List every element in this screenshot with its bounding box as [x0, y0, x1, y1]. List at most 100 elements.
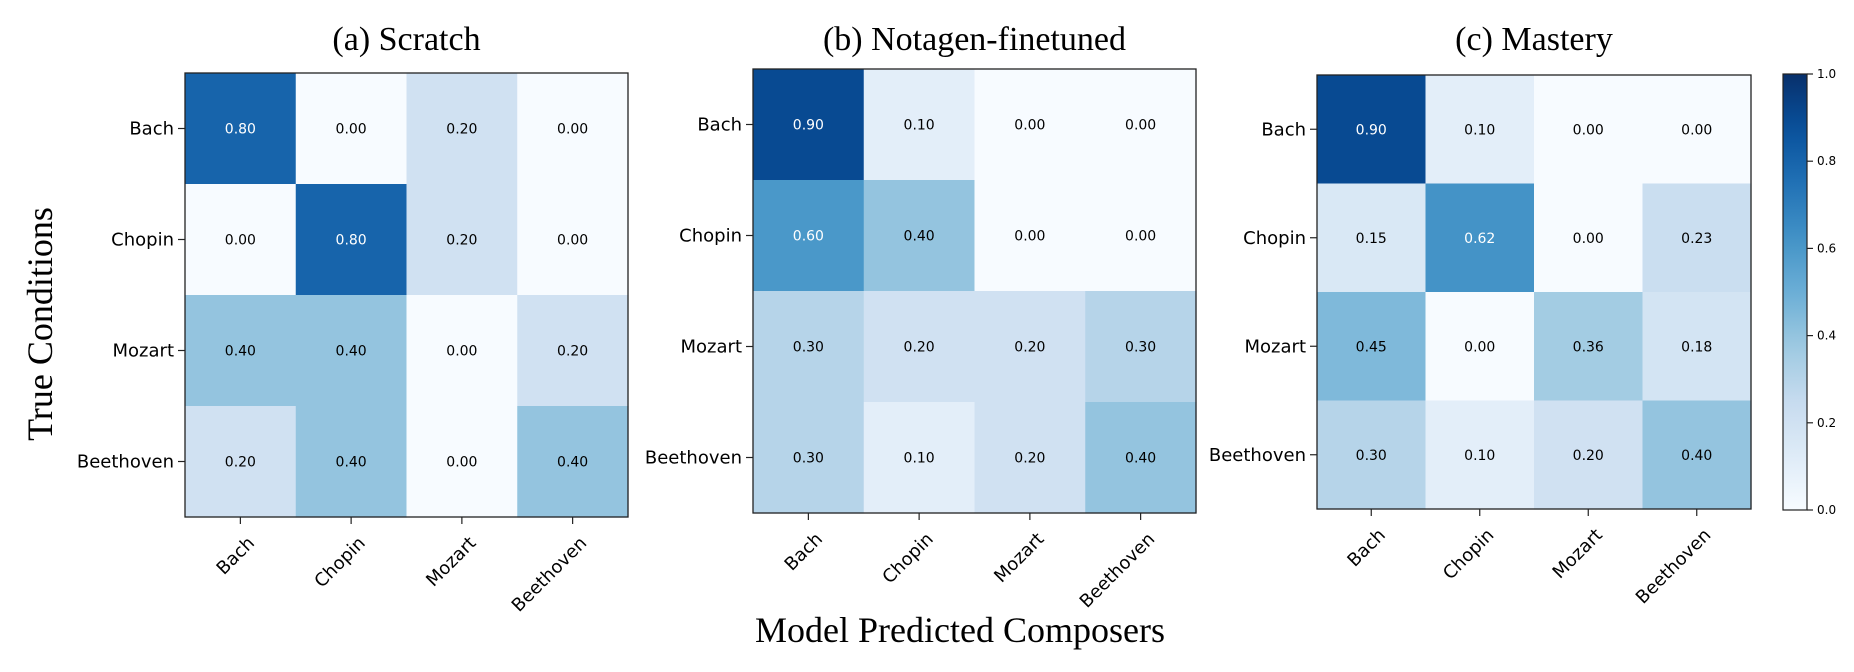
heatmap-cell	[295, 406, 408, 518]
x-tick-label: Mozart	[422, 533, 480, 591]
cell-value-label: 0.20	[446, 122, 477, 138]
cell-value-label: 0.10	[1464, 448, 1495, 464]
heatmap-cell	[1425, 292, 1535, 402]
cell-value-label: 0.23	[1681, 231, 1712, 247]
heatmap-panel: (c) Mastery 0.90 0.10 0.00 0.00 0.15 0.62 0.00 0…	[1209, 21, 1752, 608]
heatmap-cell	[295, 73, 408, 185]
heatmap-cell	[1085, 69, 1197, 181]
cell-value-label: 0.00	[446, 455, 477, 471]
heatmap-cell	[1425, 183, 1535, 293]
heatmap-cell	[406, 73, 518, 185]
y-tick-label: Bach	[1261, 119, 1306, 140]
x-tick-label: Beethoven	[1076, 529, 1160, 613]
cell-value-label: 0.00	[557, 122, 588, 138]
y-tick-label: Beethoven	[645, 448, 742, 469]
heatmap-cell	[1534, 400, 1644, 510]
heatmap-panel: (b) Notagen-finetuned 0.90 0.10 0.00 0.00 0.6…	[645, 21, 1197, 612]
heatmap-cell	[1085, 180, 1197, 292]
y-tick-label: Chopin	[1243, 228, 1306, 249]
colorbar-tick-label: 0.4	[1817, 329, 1836, 343]
x-tick-label: Bach	[781, 529, 827, 575]
cell-value-label: 0.00	[1681, 122, 1712, 138]
cell-value-label: 0.00	[1125, 229, 1156, 245]
x-tick-label: Mozart	[990, 529, 1048, 587]
cell-value-label: 0.40	[336, 344, 367, 360]
x-tick-label: Beethoven	[1632, 525, 1716, 609]
cell-value-label: 0.40	[336, 455, 367, 471]
x-tick-label: Chopin	[1439, 525, 1498, 584]
heatmap-cell	[753, 180, 865, 292]
x-tick-label: Beethoven	[508, 533, 592, 617]
heatmap-cell	[185, 184, 297, 296]
cell-value-label: 0.62	[1464, 231, 1495, 247]
heatmap-cell	[185, 406, 297, 518]
heatmap-cell	[974, 402, 1086, 514]
heatmap-cell	[974, 69, 1086, 181]
y-tick-label: Chopin	[679, 226, 742, 247]
cell-value-label: 0.40	[225, 344, 256, 360]
colorbar-tick-label: 0.0	[1817, 503, 1836, 517]
panel-title: (b) Notagen-finetuned	[823, 21, 1126, 58]
y-tick-label: Bach	[697, 115, 742, 136]
heatmap-panels: (a) Scratch 0.80 0.00 0.20 0.00 0.00 0.80 0.20 0…	[77, 21, 1752, 616]
heatmap-cell	[1642, 183, 1752, 293]
heatmap-cell	[863, 402, 976, 514]
y-tick-label: Mozart	[681, 337, 742, 358]
heatmap-cell	[863, 69, 976, 181]
panel-title: (c) Mastery	[1455, 21, 1613, 58]
cell-value-label: 0.00	[1464, 339, 1495, 355]
heatmap-cell	[863, 180, 976, 292]
cell-value-label: 0.30	[1125, 340, 1156, 356]
heatmap-cell	[295, 184, 408, 296]
heatmap-cell	[295, 295, 408, 407]
x-tick-label: Mozart	[1549, 525, 1607, 583]
cell-value-label: 0.00	[1125, 118, 1156, 134]
cell-value-label: 0.40	[1125, 451, 1156, 467]
heatmap-cell	[1534, 292, 1644, 402]
heatmap-cell	[753, 291, 865, 403]
heatmap-cell	[1317, 292, 1427, 402]
cell-value-label: 0.45	[1356, 339, 1387, 355]
heatmap-cell	[1085, 402, 1197, 514]
cell-value-label: 0.10	[904, 118, 935, 134]
heatmap-cell	[1642, 75, 1752, 185]
cell-value-label: 0.60	[793, 229, 824, 245]
heatmap-cell	[863, 291, 976, 403]
cell-value-label: 0.10	[1464, 122, 1495, 138]
x-tick-label: Bach	[213, 533, 259, 579]
heatmap-panel: (a) Scratch 0.80 0.00 0.20 0.00 0.00 0.80 0.20 0…	[77, 21, 629, 616]
y-tick-label: Beethoven	[77, 452, 174, 473]
cell-value-label: 0.80	[225, 122, 256, 138]
cell-value-label: 0.40	[1681, 448, 1712, 464]
y-axis-label: True Conditions	[20, 207, 60, 441]
cell-value-label: 0.00	[557, 233, 588, 249]
heatmap-cell	[1317, 400, 1427, 510]
colorbar-tick-label: 0.6	[1817, 241, 1836, 255]
cell-value-label: 0.00	[336, 122, 367, 138]
cell-value-label: 0.30	[793, 451, 824, 467]
colorbar-gradient	[1783, 74, 1807, 510]
heatmap-cell	[753, 402, 865, 514]
colorbar-tick-label: 0.2	[1817, 416, 1836, 430]
cell-value-label: 0.40	[557, 455, 588, 471]
cell-value-label: 0.00	[1014, 118, 1045, 134]
heatmap-cell	[1425, 75, 1535, 185]
heatmap-cell	[974, 291, 1086, 403]
cell-value-label: 0.80	[336, 233, 367, 249]
cell-value-label: 0.20	[904, 340, 935, 356]
cell-value-label: 0.40	[904, 229, 935, 245]
cell-value-label: 0.90	[1356, 122, 1387, 138]
colorbar-frame	[1782, 73, 1808, 511]
heatmap-cell	[517, 73, 629, 185]
cell-value-label: 0.15	[1356, 231, 1387, 247]
y-tick-label: Mozart	[113, 341, 174, 362]
cell-value-label: 0.18	[1681, 339, 1712, 355]
plot-frame	[184, 72, 629, 518]
panel-title: (a) Scratch	[332, 21, 480, 58]
plot-frame	[1316, 74, 1752, 510]
cell-value-label: 0.30	[1356, 448, 1387, 464]
x-tick-label: Bach	[1343, 525, 1389, 571]
heatmap-cell	[185, 295, 297, 407]
heatmap-cell	[1085, 291, 1197, 403]
